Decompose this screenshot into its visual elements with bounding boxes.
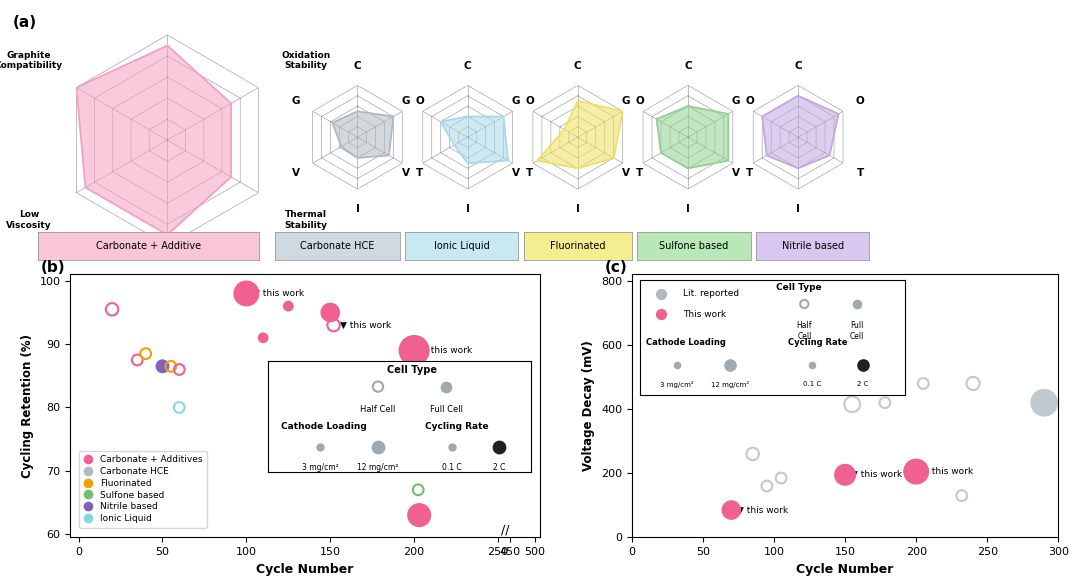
Point bbox=[153, 361, 171, 371]
Text: //: // bbox=[500, 523, 509, 536]
Point bbox=[964, 379, 982, 388]
Y-axis label: Cycling Retention (%): Cycling Retention (%) bbox=[21, 334, 33, 478]
Polygon shape bbox=[441, 116, 508, 163]
Point bbox=[876, 398, 893, 408]
Point bbox=[405, 346, 422, 355]
Text: G: G bbox=[512, 96, 521, 106]
Point bbox=[322, 308, 339, 317]
Point bbox=[843, 399, 861, 409]
Point bbox=[104, 305, 121, 314]
Text: I: I bbox=[686, 204, 690, 214]
Text: (c): (c) bbox=[605, 260, 627, 275]
Text: I: I bbox=[576, 204, 580, 214]
Point bbox=[907, 467, 924, 477]
Text: G: G bbox=[732, 96, 741, 106]
Text: C: C bbox=[353, 61, 362, 71]
Text: Carbonate + Additive: Carbonate + Additive bbox=[96, 241, 201, 251]
Text: Nitrile based: Nitrile based bbox=[782, 241, 843, 251]
Point bbox=[405, 393, 422, 402]
Point bbox=[129, 355, 146, 364]
Text: O: O bbox=[855, 96, 864, 106]
Point bbox=[409, 485, 427, 495]
Point bbox=[837, 470, 854, 479]
Text: ▼ this work: ▼ this work bbox=[851, 470, 902, 479]
Point bbox=[758, 481, 775, 491]
Text: ▼ this work: ▼ this work bbox=[340, 321, 391, 329]
Text: O: O bbox=[745, 96, 754, 106]
Text: (b): (b) bbox=[41, 260, 66, 275]
Text: Ionic
Conductivity: Ionic Conductivity bbox=[135, 290, 200, 310]
Point bbox=[473, 403, 490, 412]
Text: ▼ this work: ▼ this work bbox=[421, 346, 472, 355]
Text: I: I bbox=[796, 204, 800, 214]
Point bbox=[772, 473, 789, 482]
Text: (a): (a) bbox=[13, 15, 37, 30]
Point bbox=[271, 406, 288, 415]
Text: ▼ this work: ▼ this work bbox=[737, 506, 788, 515]
Point bbox=[915, 379, 932, 388]
Polygon shape bbox=[762, 96, 838, 168]
Text: T: T bbox=[416, 168, 423, 178]
Point bbox=[744, 449, 761, 458]
Point bbox=[280, 301, 297, 311]
Text: O: O bbox=[525, 96, 534, 106]
Text: T: T bbox=[636, 168, 644, 178]
Point bbox=[407, 406, 424, 415]
Text: C: C bbox=[463, 61, 472, 71]
Text: ▼ this work: ▼ this work bbox=[253, 289, 305, 298]
Text: V: V bbox=[292, 168, 299, 178]
Text: Oxidation
Stability: Oxidation Stability bbox=[281, 51, 330, 70]
Text: I: I bbox=[465, 204, 470, 214]
Text: ▼ this work: ▼ this work bbox=[922, 467, 973, 476]
Text: Graphite
Compatibility: Graphite Compatibility bbox=[0, 51, 63, 70]
Text: O: O bbox=[635, 96, 644, 106]
Text: Fluorinated: Fluorinated bbox=[550, 241, 606, 251]
Text: O: O bbox=[415, 96, 423, 106]
Text: G: G bbox=[402, 96, 410, 106]
Text: Thermal
Stability: Thermal Stability bbox=[284, 210, 327, 230]
Legend: Carbonate + Additives, Carbonate HCE, Fluorinated, Sulfone based, Nitrile based,: Carbonate + Additives, Carbonate HCE, Fl… bbox=[80, 451, 207, 527]
Text: Ionic Liquid: Ionic Liquid bbox=[434, 241, 489, 251]
Polygon shape bbox=[538, 101, 623, 168]
Polygon shape bbox=[657, 106, 728, 168]
Text: C: C bbox=[684, 61, 692, 71]
Text: V: V bbox=[622, 168, 630, 178]
Point bbox=[325, 321, 342, 330]
Text: V: V bbox=[732, 168, 740, 178]
Point bbox=[364, 425, 381, 434]
Text: V: V bbox=[512, 168, 519, 178]
Point bbox=[716, 366, 733, 376]
Point bbox=[255, 333, 272, 342]
Point bbox=[410, 510, 428, 520]
X-axis label: Cycle Number: Cycle Number bbox=[796, 562, 894, 576]
Text: G: G bbox=[292, 96, 300, 106]
Polygon shape bbox=[333, 112, 393, 158]
Text: C: C bbox=[794, 61, 802, 71]
Point bbox=[1036, 398, 1053, 408]
Text: T: T bbox=[526, 168, 534, 178]
Text: I: I bbox=[355, 204, 360, 214]
Text: T: T bbox=[746, 168, 754, 178]
Point bbox=[162, 361, 179, 371]
Text: Low
Viscosity: Low Viscosity bbox=[6, 210, 52, 230]
Point bbox=[953, 491, 970, 500]
X-axis label: Cycle Number: Cycle Number bbox=[256, 562, 354, 576]
Point bbox=[137, 349, 154, 359]
Y-axis label: Voltage Decay (mV): Voltage Decay (mV) bbox=[582, 340, 595, 471]
Text: Sulfone based: Sulfone based bbox=[659, 241, 729, 251]
Text: C: C bbox=[573, 61, 582, 71]
Point bbox=[687, 332, 704, 342]
Text: G: G bbox=[622, 96, 631, 106]
Polygon shape bbox=[77, 46, 231, 235]
Point bbox=[171, 403, 188, 412]
Point bbox=[171, 365, 188, 374]
Text: Carbonate HCE: Carbonate HCE bbox=[300, 241, 375, 251]
Point bbox=[238, 289, 255, 298]
Point bbox=[723, 505, 740, 515]
Text: T: T bbox=[856, 168, 864, 178]
Text: V: V bbox=[402, 168, 409, 178]
